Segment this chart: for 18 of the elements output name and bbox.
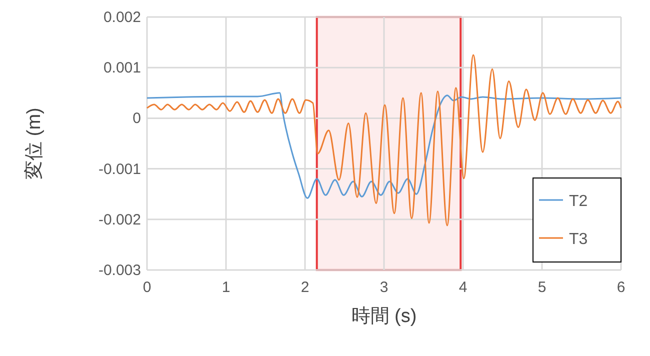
x-tick-label: 5	[538, 279, 546, 296]
y-tick-label: -0.001	[98, 160, 141, 178]
legend-label: T2	[569, 193, 588, 210]
legend-label: T3	[569, 231, 588, 248]
y-tick-label: 0	[132, 110, 141, 128]
x-axis-title: 時間 (s)	[351, 306, 417, 327]
x-tick-label: 0	[142, 279, 152, 296]
x-tick-label: 3	[380, 279, 388, 296]
line-series	[146, 54, 622, 226]
y-tick-label: 0.002	[103, 9, 141, 26]
y-tick-label: 0.001	[103, 60, 141, 77]
x-tick-label: 4	[458, 279, 468, 296]
x-tick-label: 1	[222, 279, 230, 296]
x-tick-label: 6	[616, 279, 626, 296]
y-tick-label: -0.003	[98, 262, 141, 279]
y-axis-title: 変位 (m)	[23, 108, 45, 180]
x-tick-label: 2	[300, 279, 310, 296]
y-tick-label: -0.002	[98, 211, 141, 228]
